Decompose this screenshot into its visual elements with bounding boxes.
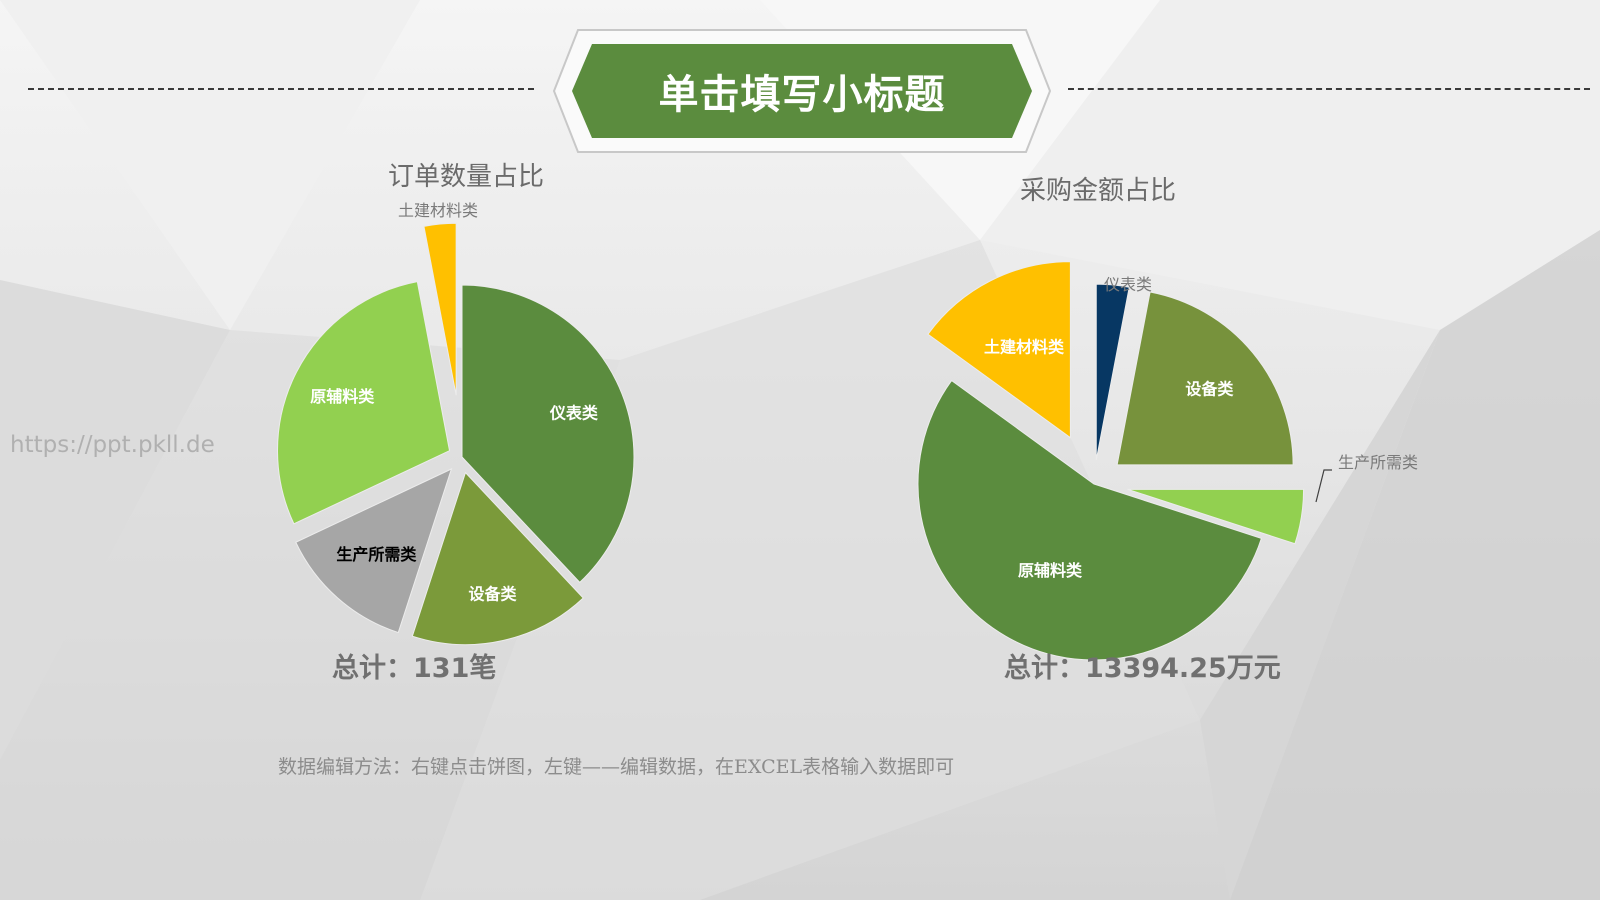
slice-label-2: 设备类: [468, 584, 517, 603]
pie-slice-3[interactable]: [295, 468, 453, 634]
pie-slice-2[interactable]: [1116, 291, 1294, 466]
pie-slice-1[interactable]: [461, 284, 635, 584]
pie-slice-2[interactable]: [411, 471, 584, 646]
chart-2-title: 采购金额占比: [1020, 176, 1177, 206]
pie-slice-1[interactable]: [1095, 283, 1130, 461]
chart-2-total: 总计：13394.25万元: [1004, 653, 1281, 684]
slice-label-1: 仪表类: [1104, 275, 1152, 294]
pie-slice-4[interactable]: [277, 281, 451, 525]
page-title[interactable]: 单击填写小标题: [658, 72, 946, 118]
title-banner: [552, 29, 1052, 153]
chart-1-total: 总计：131笔: [332, 653, 497, 684]
slice-label-4: 原辅料类: [1018, 561, 1083, 580]
slice-label-3: 生产所需类: [336, 545, 417, 564]
slice-label-1: 仪表类: [549, 404, 599, 423]
slice-label-5: 土建材料类: [984, 338, 1065, 357]
chart-1-title: 订单数量占比: [388, 162, 545, 192]
slice-label-4: 原辅料类: [310, 387, 375, 406]
right-dashed-rule: [1068, 88, 1590, 90]
pie-slice-4[interactable]: [917, 379, 1263, 661]
pie-slice-5[interactable]: [927, 261, 1071, 439]
pie-slice-3[interactable]: [1127, 488, 1305, 545]
leader-line-3: [1315, 469, 1332, 503]
slice-label-2: 设备类: [1185, 380, 1234, 399]
left-dashed-rule: [28, 88, 534, 90]
edit-instructions-note: 数据编辑方法：右键点击饼图，左键——编辑数据，在EXCEL表格输入数据即可: [278, 756, 955, 778]
slice-label-3: 生产所需类: [1338, 453, 1418, 472]
pie-slice-5[interactable]: [423, 222, 457, 396]
watermark-text: https://ppt.pkll.de: [10, 432, 215, 458]
slice-label-5: 土建材料类: [398, 201, 478, 220]
